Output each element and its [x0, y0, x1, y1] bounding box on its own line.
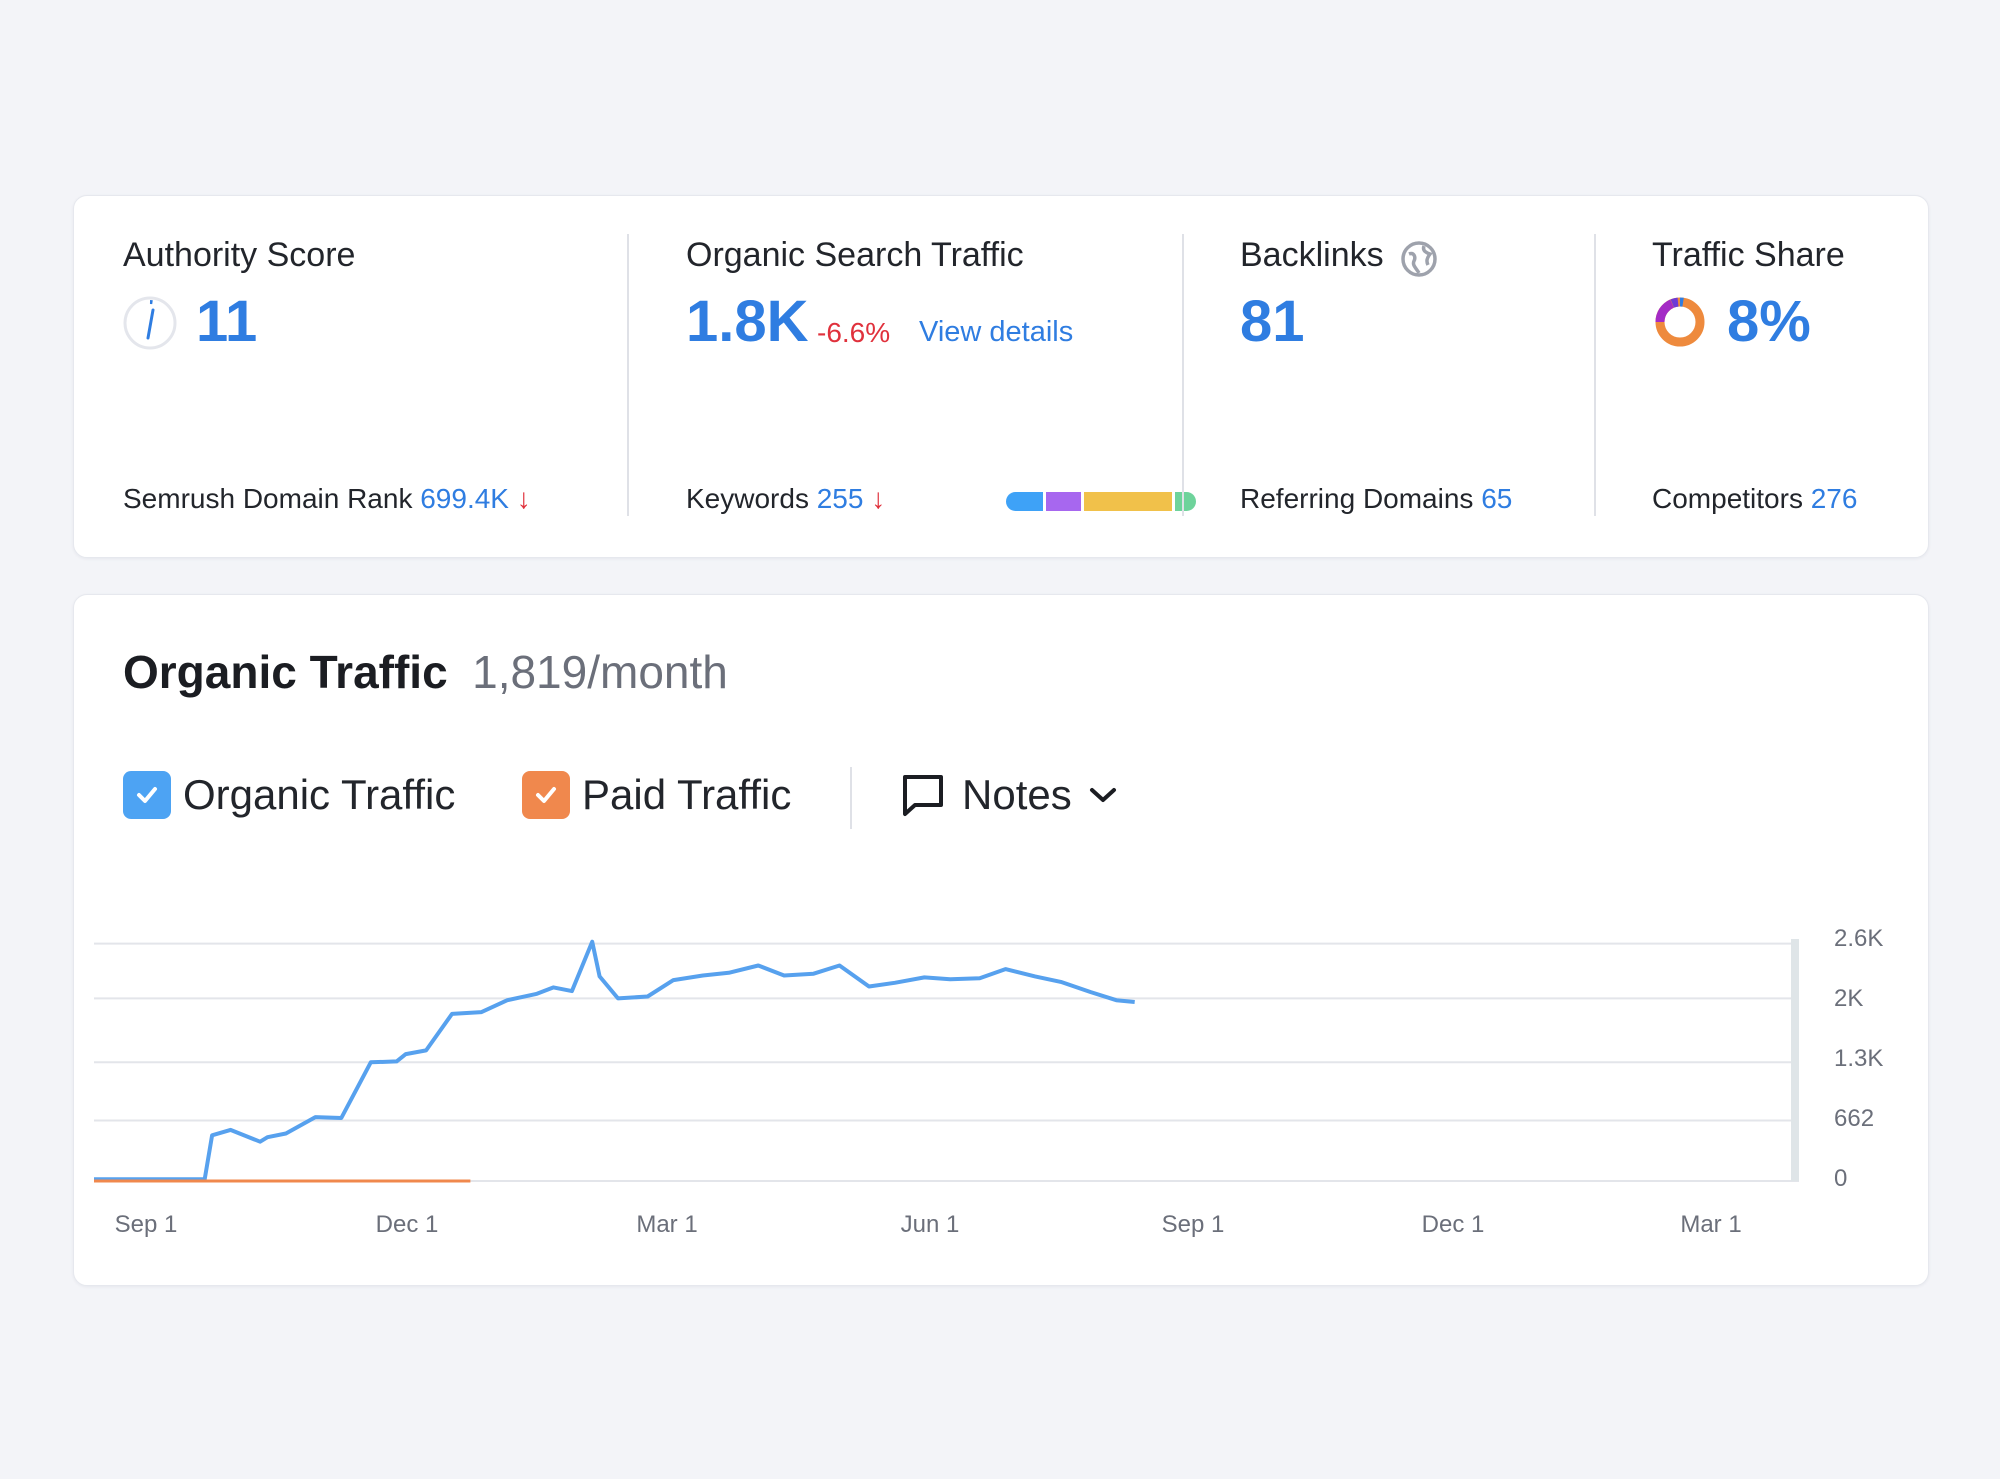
y-axis-label: 2.6K: [1834, 925, 1884, 952]
organic-search-traffic-title: Organic Search Traffic: [686, 236, 1024, 274]
authority-score-value[interactable]: 11: [196, 289, 258, 354]
x-axis-label: Dec 1: [375, 1211, 439, 1238]
legend-divider: [850, 767, 852, 829]
organic-traffic-line[interactable]: [94, 939, 1135, 1182]
down-arrow-icon: ↓: [516, 483, 531, 514]
y-axis-label: 2K: [1834, 985, 1864, 1012]
competitors-value[interactable]: 276: [1810, 483, 1858, 514]
keyword-bar-segment-4: [1175, 492, 1196, 511]
globe-icon: [1400, 240, 1438, 283]
organic-traffic-change: -6.6%: [817, 317, 891, 348]
x-axis-label: Jun 1: [900, 1211, 960, 1238]
keyword-bar-segment-1: [1006, 492, 1043, 511]
paid-legend-label: Paid Traffic: [582, 771, 792, 818]
traffic-share-widget[interactable]: Traffic Share 8% Competitors 276: [1652, 196, 1912, 557]
authority-score-title: Authority Score: [123, 236, 356, 274]
organic-search-traffic-widget[interactable]: Organic Search Traffic 1.8K -6.6% View d…: [686, 196, 1196, 557]
authority-gauge-icon: [123, 296, 177, 355]
organic-legend-label: Organic Traffic: [183, 771, 456, 818]
metrics-card: Authority Score 11 Semrush Domain Rank 6…: [73, 195, 1929, 558]
divider: [1594, 234, 1596, 516]
view-details-link[interactable]: View details: [919, 316, 1074, 348]
keyword-bar-segment-2: [1046, 492, 1081, 511]
x-axis-label: Sep 1: [114, 1211, 178, 1238]
organic-traffic-value[interactable]: 1.8K: [686, 289, 809, 354]
organic-traffic-line-chart[interactable]: [74, 595, 1928, 1285]
x-axis-label: Sep 1: [1161, 1211, 1225, 1238]
traffic-subtitle: 1,819/month: [472, 646, 728, 698]
traffic-share-value[interactable]: 8%: [1727, 289, 1811, 354]
traffic-heading: Organic Traffic 1,819/month: [123, 645, 728, 699]
x-axis-label: Mar 1: [636, 1211, 698, 1238]
organic-legend-toggle[interactable]: Organic Traffic: [123, 767, 455, 823]
divider: [1182, 234, 1184, 516]
backlinks-title: Backlinks: [1240, 236, 1384, 274]
notes-dropdown[interactable]: Notes: [900, 767, 1118, 823]
comment-icon: [900, 772, 946, 818]
backlinks-widget[interactable]: Backlinks 81 Referring Domains 65: [1240, 196, 1620, 557]
referring-domains-value[interactable]: 65: [1481, 483, 1513, 514]
keyword-intent-bar[interactable]: [1006, 492, 1196, 511]
divider: [627, 234, 629, 516]
domain-rank-row: Semrush Domain Rank 699.4K ↓: [123, 483, 531, 515]
checkbox-checked-icon[interactable]: [123, 771, 171, 819]
chevron-down-icon: [1088, 785, 1118, 805]
x-axis-label: Mar 1: [1680, 1211, 1742, 1238]
down-arrow-icon: ↓: [871, 483, 886, 514]
domain-rank-label: Semrush Domain Rank: [123, 483, 413, 514]
x-axis-label: Dec 1: [1421, 1211, 1485, 1238]
keyword-bar-segment-3: [1084, 492, 1172, 511]
y-axis-label: 0: [1834, 1165, 1848, 1192]
checkbox-checked-icon[interactable]: [522, 771, 570, 819]
backlinks-value[interactable]: 81: [1240, 289, 1305, 354]
y-axis-label: 1.3K: [1834, 1045, 1884, 1072]
competitors-label: Competitors: [1652, 483, 1803, 514]
traffic-title: Organic Traffic: [123, 646, 448, 698]
notes-label: Notes: [962, 771, 1072, 818]
y-axis-label: 662: [1834, 1105, 1875, 1132]
domain-rank-value[interactable]: 699.4K: [420, 483, 509, 514]
chart-edge-marker: [1791, 939, 1799, 1181]
organic-traffic-card: Organic Traffic 1,819/month Organic Traf…: [73, 594, 1929, 1286]
paid-legend-toggle[interactable]: Paid Traffic: [522, 767, 791, 823]
competitors-row: Competitors 276: [1652, 483, 1857, 515]
keywords-value[interactable]: 255: [816, 483, 864, 514]
keywords-label: Keywords: [686, 483, 809, 514]
referring-domains-label: Referring Domains: [1240, 483, 1474, 514]
donut-chart-icon: [1652, 294, 1708, 355]
referring-domains-row: Referring Domains 65: [1240, 483, 1512, 515]
authority-score-widget[interactable]: Authority Score 11 Semrush Domain Rank 6…: [123, 196, 623, 557]
keywords-row: Keywords 255 ↓: [686, 483, 885, 515]
traffic-share-title: Traffic Share: [1652, 236, 1845, 274]
